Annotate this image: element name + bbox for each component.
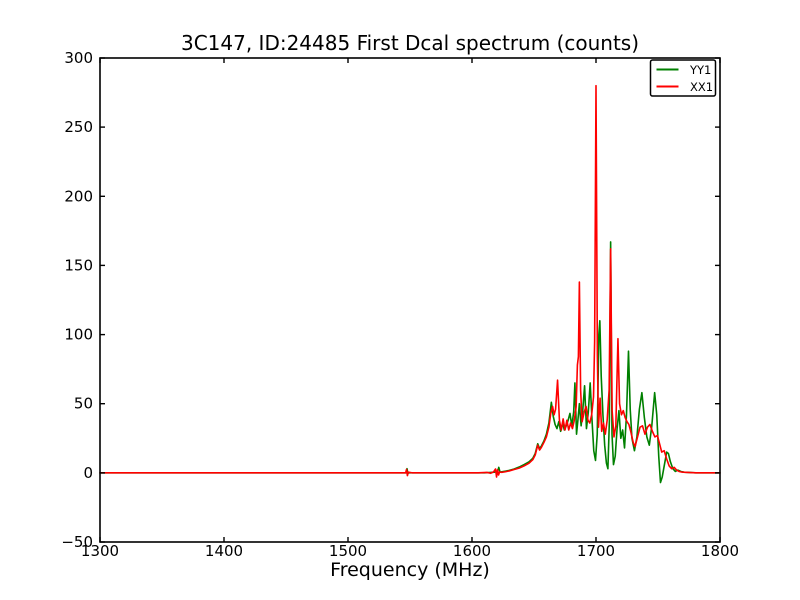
y-tick-label: −50 (61, 533, 93, 551)
x-axis-label: Frequency (MHz) (330, 559, 490, 581)
series-line-yy1 (99, 241, 721, 484)
y-tick-label: 250 (64, 118, 93, 136)
y-tick-label: 150 (64, 256, 93, 274)
series-line-xx1 (99, 84, 721, 478)
y-tick-label: 100 (64, 326, 93, 344)
plot-frame (99, 57, 721, 543)
y-tick-label: 0 (83, 464, 93, 482)
legend-label-xx1: XX1 (690, 80, 713, 94)
y-tick-label: 200 (64, 187, 93, 205)
y-tick-label: 50 (74, 395, 93, 413)
data-series-group (99, 84, 721, 484)
legend-label-yy1: YY1 (689, 63, 711, 77)
axis-ticks-group: 1300 1400 1500 1600 1700 1800 −50 0 50 100 150 200 2… (61, 49, 739, 560)
x-tick-label: 1400 (205, 542, 243, 560)
x-tick-label: 1700 (577, 542, 615, 560)
x-tick-label: 1600 (453, 542, 491, 560)
chart-title: 3C147, ID:24485 First Dcal spectrum (cou… (181, 31, 639, 55)
x-tick-label: 1800 (701, 542, 739, 560)
x-tick-label: 1300 (81, 542, 119, 560)
y-tick-label: 300 (64, 49, 93, 67)
x-tick-label: 1500 (329, 542, 367, 560)
